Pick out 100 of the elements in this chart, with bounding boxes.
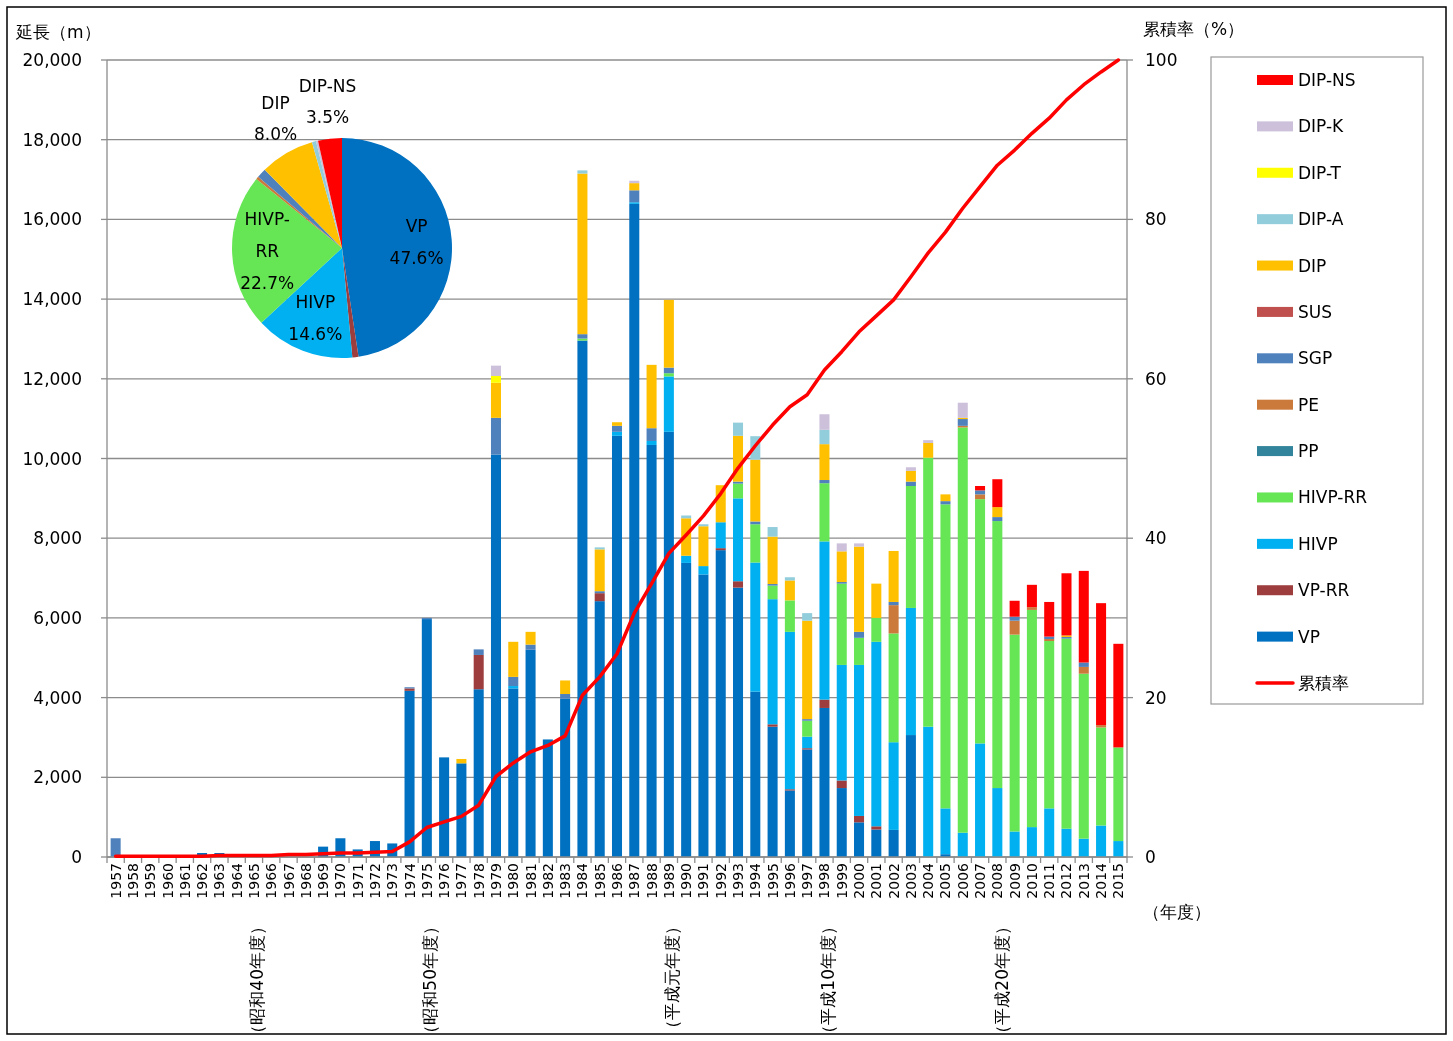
bar [715, 522, 726, 549]
bar [577, 334, 588, 339]
bar [490, 417, 501, 455]
bar [439, 757, 450, 857]
bar [957, 402, 968, 418]
bar [905, 467, 916, 471]
bar [854, 543, 865, 547]
x-tick-label: 1964 [228, 862, 245, 899]
bar [733, 587, 744, 857]
x-tick-label: 2001 [868, 863, 885, 899]
bar [490, 382, 501, 418]
x-tick-label: 1989 [660, 863, 677, 899]
bar [1061, 638, 1072, 829]
bar [957, 427, 968, 833]
bar [854, 546, 865, 632]
bar [750, 459, 761, 522]
x-tick-label: 2014 [1093, 862, 1110, 899]
bar [871, 641, 882, 827]
bar [681, 515, 692, 519]
y-tick-label: 16,000 [22, 209, 82, 230]
bar [1026, 584, 1037, 608]
legend-label: SUS [1298, 301, 1333, 322]
slice-label: DIP-NS [298, 75, 357, 96]
bar [1078, 838, 1089, 857]
legend-label: HIVP-RR [1298, 487, 1368, 508]
bar [646, 364, 657, 429]
bar [733, 483, 744, 499]
y-axis-title: 延長（m） [15, 22, 101, 42]
slice-label: DIP [261, 92, 290, 113]
x-tick-label: 1970 [332, 863, 349, 899]
data-label: 22.7% [240, 272, 295, 293]
slice-label: HIVP-RR [244, 208, 290, 261]
data-label: 14.6% [288, 323, 343, 344]
bar [646, 444, 657, 857]
bar [767, 585, 778, 600]
x-tick-label: 1969 [315, 863, 332, 899]
bar [975, 490, 986, 495]
legend-label: VP-RR [1298, 580, 1350, 601]
x-tick-label: 2010 [1023, 863, 1040, 899]
x-tick-label: 1980 [505, 863, 522, 899]
bar [975, 486, 986, 491]
bar [1009, 616, 1020, 621]
x-tick-label: 1965 [245, 863, 262, 899]
x-tick-label: 1994 [747, 862, 764, 899]
bar [784, 600, 795, 632]
bar [871, 583, 882, 618]
bar [1061, 573, 1072, 636]
x-tick-label: 1972 [366, 863, 383, 899]
data-label: 47.6% [389, 248, 444, 269]
bar [1078, 570, 1089, 663]
x-tick-label: 2003 [902, 863, 919, 899]
bar [992, 479, 1003, 508]
x-tick-label: 2012 [1058, 863, 1075, 899]
bar [819, 541, 830, 700]
bar [646, 428, 657, 441]
bar [1026, 827, 1037, 857]
bar [733, 422, 744, 436]
y-tick-label: 10,000 [22, 448, 82, 469]
bar [888, 633, 899, 743]
bar [784, 631, 795, 790]
bar [698, 526, 709, 567]
bar [923, 442, 934, 458]
y-tick-label: 8,000 [33, 528, 82, 549]
x-tick-label: 1996 [781, 862, 798, 899]
bar [542, 739, 553, 857]
data-label: 3.5% [305, 106, 350, 127]
y2-axis-title: 累積率（%） [1143, 19, 1245, 39]
bar [992, 507, 1003, 518]
pie-slice [342, 138, 452, 357]
bar [490, 454, 501, 857]
bar [940, 501, 951, 505]
bar [836, 780, 847, 789]
bar [560, 698, 571, 857]
bar [836, 543, 847, 552]
y2-tick-label: 40 [1145, 528, 1167, 549]
x-tick-label: 1982 [539, 863, 556, 899]
bar [854, 664, 865, 816]
legend-label: PP [1298, 441, 1319, 462]
bar [767, 726, 778, 857]
bar [698, 524, 709, 527]
bar [1096, 825, 1107, 857]
bar [767, 527, 778, 537]
bar [819, 429, 830, 445]
bar [1096, 603, 1107, 726]
bar [1009, 634, 1020, 832]
bar [888, 605, 899, 634]
bar [802, 749, 813, 857]
bar [871, 829, 882, 857]
x-tick-label: 1998 [816, 863, 833, 899]
line-series [113, 58, 1121, 858]
bar [681, 555, 692, 563]
x-tick-label: 1962 [194, 863, 211, 899]
bar [871, 826, 882, 830]
bar [975, 494, 986, 500]
bar [611, 435, 623, 857]
bar [698, 566, 709, 575]
bar [888, 550, 899, 602]
bar [611, 425, 623, 432]
bar [819, 699, 830, 708]
x-tick-label: 2011 [1041, 863, 1058, 899]
